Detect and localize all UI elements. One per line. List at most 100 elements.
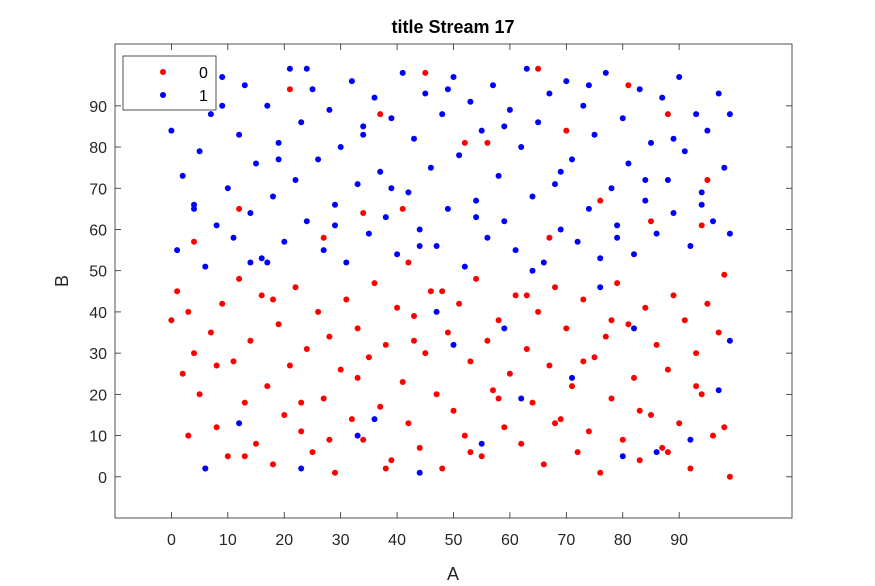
point-series-0 bbox=[484, 337, 491, 344]
point-series-0 bbox=[501, 424, 508, 431]
point-series-0 bbox=[664, 111, 671, 118]
point-series-0 bbox=[648, 218, 654, 225]
x-tick-label: 70 bbox=[557, 532, 575, 549]
point-series-1 bbox=[619, 453, 626, 460]
point-series-0 bbox=[721, 271, 728, 278]
point-series-1 bbox=[501, 218, 508, 225]
point-series-1 bbox=[405, 189, 412, 196]
point-series-0 bbox=[298, 399, 305, 406]
point-series-1 bbox=[382, 214, 389, 221]
point-series-0 bbox=[230, 358, 237, 365]
point-series-0 bbox=[693, 383, 700, 390]
point-series-0 bbox=[236, 205, 243, 212]
point-series-0 bbox=[461, 139, 468, 146]
point-series-1 bbox=[253, 160, 259, 167]
point-series-0 bbox=[219, 300, 226, 307]
x-tick-label: 20 bbox=[275, 532, 293, 549]
point-series-1 bbox=[687, 436, 694, 443]
point-series-0 bbox=[608, 317, 615, 324]
point-series-1 bbox=[326, 106, 333, 113]
point-series-1 bbox=[360, 123, 367, 130]
point-series-0 bbox=[608, 395, 615, 402]
point-series-1 bbox=[230, 234, 237, 241]
point-series-0 bbox=[698, 391, 705, 398]
point-series-1 bbox=[597, 284, 604, 291]
point-series-0 bbox=[580, 358, 587, 365]
point-series-0 bbox=[461, 432, 468, 439]
point-series-0 bbox=[704, 300, 711, 307]
point-series-1 bbox=[501, 325, 508, 332]
y-tick-label: 80 bbox=[89, 140, 107, 157]
point-series-1 bbox=[642, 197, 649, 204]
point-series-0 bbox=[636, 407, 643, 414]
point-series-1 bbox=[275, 156, 282, 163]
point-series-0 bbox=[495, 317, 502, 324]
point-series-1 bbox=[512, 247, 519, 254]
point-series-1 bbox=[597, 255, 604, 262]
point-series-1 bbox=[444, 86, 451, 93]
point-series-1 bbox=[569, 374, 575, 381]
point-series-0 bbox=[597, 197, 604, 204]
point-series-1 bbox=[422, 90, 429, 97]
point-series-0 bbox=[715, 329, 722, 336]
point-series-0 bbox=[382, 465, 389, 472]
x-tick-label: 0 bbox=[167, 532, 176, 549]
point-series-1 bbox=[275, 139, 282, 146]
point-series-0 bbox=[286, 362, 293, 369]
point-series-0 bbox=[207, 329, 214, 336]
y-tick-label: 0 bbox=[98, 470, 107, 487]
point-series-0 bbox=[597, 469, 604, 476]
point-series-0 bbox=[710, 432, 716, 439]
point-series-1 bbox=[439, 111, 446, 118]
point-series-1 bbox=[636, 86, 643, 93]
point-series-1 bbox=[608, 185, 615, 192]
point-series-0 bbox=[552, 420, 558, 427]
point-series-1 bbox=[224, 185, 231, 192]
point-series-0 bbox=[360, 210, 367, 216]
point-series-1 bbox=[365, 230, 372, 237]
points-layer bbox=[168, 65, 733, 480]
point-series-1 bbox=[461, 263, 468, 270]
y-tick-label: 60 bbox=[89, 222, 107, 239]
point-series-1 bbox=[473, 214, 480, 221]
point-series-1 bbox=[247, 210, 254, 216]
point-series-1 bbox=[506, 106, 513, 113]
point-series-1 bbox=[721, 164, 728, 171]
point-series-1 bbox=[478, 440, 485, 447]
point-series-1 bbox=[332, 201, 338, 208]
point-series-0 bbox=[399, 205, 406, 212]
point-series-0 bbox=[213, 362, 220, 369]
point-series-0 bbox=[174, 288, 181, 295]
point-series-1 bbox=[664, 177, 671, 183]
point-series-1 bbox=[619, 115, 626, 122]
point-series-0 bbox=[191, 238, 197, 245]
point-series-0 bbox=[377, 403, 384, 410]
point-series-0 bbox=[286, 86, 293, 93]
point-series-1 bbox=[360, 131, 367, 138]
point-series-1 bbox=[219, 74, 226, 80]
point-series-1 bbox=[343, 259, 350, 266]
point-series-0 bbox=[704, 177, 711, 183]
point-series-1 bbox=[456, 152, 463, 159]
point-series-0 bbox=[348, 416, 355, 423]
point-series-0 bbox=[664, 449, 671, 456]
point-series-1 bbox=[298, 465, 305, 472]
point-series-1 bbox=[569, 156, 575, 163]
point-series-0 bbox=[439, 465, 446, 472]
point-series-1 bbox=[653, 449, 660, 456]
point-series-1 bbox=[653, 230, 660, 237]
point-series-0 bbox=[614, 280, 621, 287]
point-series-1 bbox=[371, 416, 378, 423]
point-series-0 bbox=[580, 296, 587, 303]
y-tick-label: 20 bbox=[89, 387, 107, 404]
point-series-1 bbox=[236, 420, 243, 427]
point-series-0 bbox=[456, 300, 463, 307]
point-series-1 bbox=[710, 218, 716, 225]
point-series-1 bbox=[535, 119, 542, 126]
point-series-1 bbox=[557, 168, 564, 175]
point-series-1 bbox=[202, 465, 209, 472]
point-series-1 bbox=[433, 243, 440, 249]
point-series-0 bbox=[433, 391, 440, 398]
point-series-0 bbox=[557, 416, 564, 423]
point-series-1 bbox=[546, 90, 553, 97]
